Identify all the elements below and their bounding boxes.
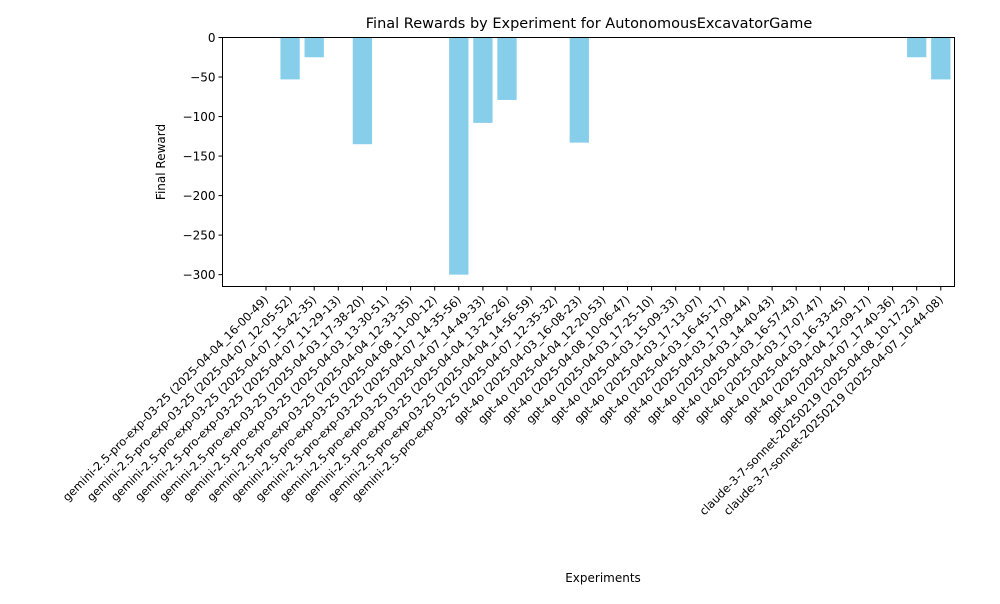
y-tick-label: −300 (183, 268, 216, 282)
y-tick-label: −50 (190, 71, 215, 85)
bar (473, 37, 493, 123)
y-axis: 0 −50 −100 −150 −200 −250 −300 (183, 31, 223, 282)
y-tick-label: −250 (183, 229, 216, 243)
bar (304, 37, 324, 58)
chart-title: Final Rewards by Experiment for Autonomo… (366, 16, 813, 32)
bar (907, 37, 927, 58)
y-tick-label: −150 (183, 150, 216, 164)
y-axis-label: Final Reward (154, 124, 168, 200)
x-axis: gemini-2.5-pro-exp-03-25 (2025-04-04_16-… (60, 286, 946, 518)
bar (569, 37, 589, 143)
bar (449, 37, 469, 275)
bar (931, 37, 951, 80)
bars-layer (280, 37, 951, 275)
y-tick-label: −200 (183, 189, 216, 203)
x-axis-label: Experiments (565, 571, 641, 585)
bar (280, 37, 300, 80)
y-tick-label: 0 (208, 31, 216, 45)
plot-frame (222, 37, 955, 287)
bar (497, 37, 517, 100)
y-tick-label: −100 (183, 110, 216, 124)
bar (352, 37, 373, 145)
